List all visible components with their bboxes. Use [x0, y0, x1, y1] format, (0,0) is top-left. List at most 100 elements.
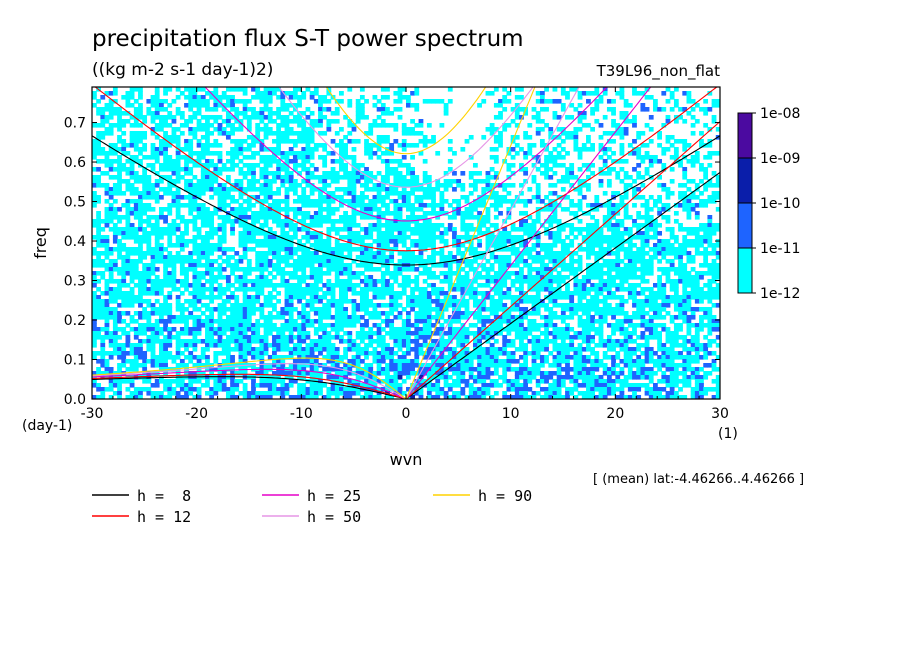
heatmap-cell — [623, 211, 629, 216]
heatmap-cell — [163, 87, 168, 92]
heatmap-cell — [598, 227, 604, 232]
heatmap-cell — [418, 195, 424, 200]
heatmap-cell — [694, 195, 700, 200]
heatmap-cell — [112, 191, 118, 196]
heatmap-cell — [205, 307, 210, 312]
heatmap-cell — [682, 287, 688, 292]
heatmap-cell — [380, 223, 386, 228]
heatmap-cell — [318, 307, 323, 312]
heatmap-cell — [267, 127, 273, 132]
heatmap-cell — [594, 283, 600, 288]
heatmap-cell — [171, 283, 177, 288]
heatmap-cell — [552, 279, 558, 284]
heatmap-cell — [506, 287, 512, 292]
heatmap-cell — [632, 267, 637, 272]
heatmap-cell — [380, 95, 386, 100]
heatmap-cell — [276, 215, 281, 220]
heatmap-cell — [133, 215, 139, 220]
heatmap-cell — [117, 207, 122, 212]
heatmap-cell — [284, 195, 290, 200]
heatmap-cell — [234, 267, 240, 272]
heatmap-cell — [401, 243, 407, 248]
heatmap-cell — [485, 187, 491, 192]
heatmap-cell — [711, 231, 717, 236]
heatmap-cell — [636, 215, 642, 220]
heatmap-cell — [665, 195, 671, 200]
heatmap-cell — [284, 251, 290, 256]
heatmap-cell — [259, 259, 265, 264]
heatmap-cell — [272, 283, 277, 288]
heatmap-cell — [196, 163, 202, 168]
heatmap-cell — [163, 295, 168, 300]
heatmap-cell — [376, 303, 382, 308]
heatmap-cell — [393, 215, 399, 220]
heatmap-cell — [112, 263, 118, 268]
heatmap-cell — [213, 115, 219, 120]
heatmap-cell — [259, 127, 265, 132]
heatmap-cell — [397, 95, 403, 100]
heatmap-cell — [330, 211, 336, 216]
heatmap-cell — [477, 223, 482, 228]
heatmap-cell — [389, 303, 395, 308]
heatmap-cell — [682, 139, 688, 144]
heatmap-cell — [715, 287, 720, 292]
heatmap-cell — [447, 223, 453, 228]
heatmap-cell — [523, 131, 529, 136]
heatmap-cell — [619, 203, 625, 208]
heatmap-cell — [665, 147, 671, 152]
heatmap-cell — [552, 111, 558, 116]
heatmap-cell — [104, 247, 110, 252]
heatmap-cell — [414, 275, 420, 280]
heatmap-cell — [594, 107, 600, 112]
heatmap-cell — [330, 263, 336, 268]
heatmap-cell — [531, 179, 537, 184]
heatmap-cell — [297, 211, 302, 216]
heatmap-cell — [313, 291, 319, 296]
heatmap-cell — [611, 259, 616, 264]
heatmap-cell — [292, 151, 298, 156]
heatmap-cell — [209, 259, 215, 264]
heatmap-cell — [657, 175, 662, 180]
heatmap-cell — [498, 291, 503, 296]
heatmap-cell — [443, 227, 449, 232]
heatmap-cell — [154, 219, 160, 224]
heatmap-cell — [167, 263, 173, 268]
heatmap-cell — [330, 251, 336, 256]
heatmap-cell — [493, 279, 499, 284]
heatmap-cell — [142, 283, 148, 288]
heatmap-cell — [326, 203, 332, 208]
heatmap-cell — [138, 299, 143, 304]
heatmap-cell — [577, 203, 583, 208]
heatmap-cell — [246, 247, 252, 252]
heatmap-cell — [217, 263, 223, 268]
heatmap-cell — [673, 211, 679, 216]
heatmap-cell — [292, 207, 298, 212]
heatmap-cell — [598, 307, 604, 312]
heatmap-cell — [217, 287, 223, 292]
heatmap-cell — [489, 123, 495, 128]
heatmap-cell — [468, 211, 474, 216]
heatmap-cell — [615, 171, 621, 176]
heatmap-cell — [472, 287, 478, 292]
heatmap-cell — [330, 267, 336, 272]
heatmap-cell — [665, 275, 671, 280]
heatmap-cell — [690, 295, 696, 300]
heatmap-cell — [213, 259, 219, 264]
heatmap-cell — [598, 183, 604, 188]
heatmap-cell — [460, 283, 466, 288]
heatmap-cell — [334, 107, 340, 112]
heatmap-cell — [548, 287, 554, 292]
heatmap-cell — [288, 291, 294, 296]
heatmap-cell — [100, 123, 106, 128]
heatmap-cell — [544, 279, 549, 284]
heatmap-cell — [92, 179, 97, 184]
heatmap-cell — [426, 239, 432, 244]
heatmap-cell — [565, 243, 570, 248]
heatmap-cell — [552, 183, 558, 188]
heatmap-cell — [485, 295, 491, 300]
heatmap-cell — [184, 183, 189, 188]
heatmap-cell — [456, 239, 462, 244]
heatmap-cell — [590, 215, 595, 220]
heatmap-cell — [125, 267, 131, 272]
heatmap-cell — [514, 123, 520, 128]
